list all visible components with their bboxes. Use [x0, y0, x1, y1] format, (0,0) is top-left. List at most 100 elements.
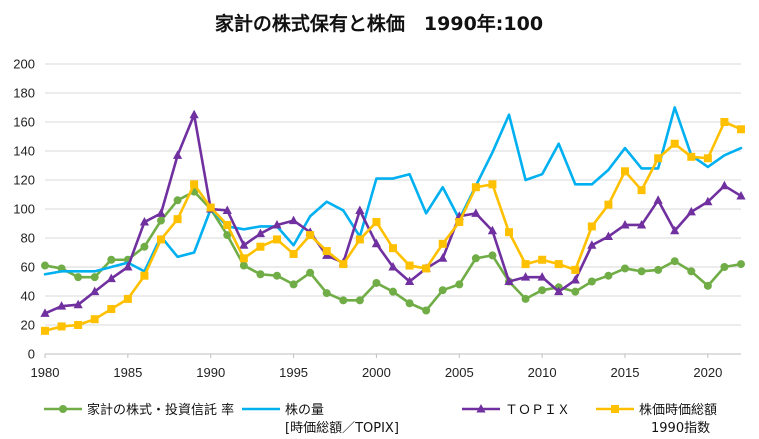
series-0-point — [703, 281, 712, 290]
series-0-point — [637, 267, 646, 276]
series-2-point — [255, 228, 266, 238]
series-2-point — [288, 215, 299, 225]
legend-item-0: 家計の株式・投資信託 率 — [44, 402, 234, 418]
y-tick-label-0: 0 — [28, 347, 35, 362]
x-axis: 1980 1985 1990 1995 2000 2005 2010 2015 2020 — [31, 354, 722, 380]
series-3-point — [223, 220, 232, 229]
series-0-point — [720, 263, 729, 271]
series-2-point — [56, 301, 67, 310]
series-2-point — [487, 225, 498, 235]
series-3-point — [140, 271, 149, 280]
legend-marker-0 — [59, 405, 67, 413]
legend: 家計の株式・投資信託 率 株の量 [時価総額／TOPIX] ＴＯＰＩＸ 株価時価総額 19… — [44, 402, 717, 436]
series-0-point — [538, 286, 547, 295]
series-0-point — [405, 299, 414, 308]
series-0-point — [41, 261, 49, 270]
series-2-point — [587, 240, 597, 249]
series-0-point — [621, 264, 629, 273]
gridlines — [45, 63, 741, 355]
series-3-point — [471, 183, 480, 192]
series-2-point — [189, 109, 199, 119]
series-0-point — [422, 306, 431, 315]
series-2-point — [471, 208, 481, 217]
series-2-point — [570, 275, 580, 284]
series-3-point — [505, 228, 513, 237]
series-2-point — [40, 308, 50, 317]
series-2-point — [156, 208, 166, 217]
series-0-point — [471, 254, 480, 263]
series-2-point — [73, 299, 83, 309]
legend-label-3: 株価時価総額 — [639, 403, 717, 418]
series-2-point — [636, 219, 647, 229]
series-0-point — [455, 280, 464, 289]
series-3-point — [422, 264, 431, 273]
series-0-point — [438, 286, 447, 295]
x-tick-label-2005: 2005 — [445, 365, 474, 380]
series-0-point — [670, 257, 679, 266]
series-2-point — [388, 262, 398, 271]
y-tick-label-80: 80 — [21, 231, 35, 246]
series-3-point — [587, 222, 596, 231]
series-3-point — [670, 139, 679, 148]
series-3-point — [654, 154, 663, 163]
series-2 — [40, 109, 746, 317]
x-tick-label-1980: 1980 — [31, 365, 60, 380]
series-2-point — [438, 253, 448, 262]
series-3-point — [554, 260, 563, 269]
series-2-point — [670, 225, 680, 235]
series-0-point — [587, 277, 596, 286]
x-tick-label-2010: 2010 — [528, 365, 557, 380]
legend-label-0: 家計の株式・投資信託 率 — [87, 402, 234, 418]
series-2-point — [90, 286, 100, 296]
series-0-point — [737, 260, 745, 269]
series-0-point — [355, 296, 364, 305]
series-2-point — [736, 190, 746, 200]
series-2-point — [520, 272, 531, 281]
series-3-point — [306, 231, 315, 240]
y-axis: 0 20 40 60 80 100 120 140 160 180 200 — [13, 57, 35, 362]
series-2-point — [139, 217, 150, 226]
series-0-point — [107, 255, 116, 264]
legend-marker-2 — [476, 404, 486, 413]
series-3-point — [339, 260, 348, 269]
series-0-point — [289, 280, 298, 289]
series-3-point — [521, 260, 530, 269]
series-3-point — [57, 322, 66, 331]
series-2-point — [272, 219, 282, 229]
x-tick-label-2020: 2020 — [693, 365, 722, 380]
legend-label-3-line2: 1990指数 — [651, 421, 710, 436]
series-0-point — [223, 231, 232, 240]
x-tick-label-1990: 1990 — [196, 365, 225, 380]
series-3-point — [173, 215, 182, 224]
legend-item-1: 株の量 [時価総額／TOPIX] — [242, 403, 399, 436]
y-tick-label-60: 60 — [21, 260, 35, 275]
series-0-point — [521, 294, 530, 303]
series-2-point — [603, 231, 614, 241]
x-tick-label-2000: 2000 — [362, 365, 391, 380]
series-3-point — [322, 247, 331, 256]
series-3-point — [90, 315, 99, 324]
series-2-point — [719, 180, 730, 190]
series-0-point — [140, 242, 149, 251]
y-tick-label-200: 200 — [13, 57, 35, 72]
series-2-point — [222, 205, 232, 214]
y-tick-label-160: 160 — [13, 115, 35, 130]
y-tick-label-100: 100 — [13, 202, 35, 217]
series-3-point — [687, 152, 696, 161]
series-0-point — [90, 273, 99, 282]
series-0-point — [604, 271, 613, 280]
series-3-point — [455, 218, 464, 227]
series-0-point — [239, 261, 248, 270]
series-2-point — [537, 272, 547, 281]
series-3-point — [571, 265, 580, 274]
series-2-point — [703, 196, 713, 206]
series-3-point — [604, 200, 613, 209]
series-3-point — [438, 239, 447, 248]
x-tick-label-2015: 2015 — [611, 365, 640, 380]
legend-item-2: ＴＯＰＩＸ — [462, 403, 570, 418]
series-0-point — [372, 278, 381, 287]
series-3-point — [289, 249, 298, 258]
series-3-point — [123, 294, 132, 303]
series-3 — [41, 118, 745, 335]
